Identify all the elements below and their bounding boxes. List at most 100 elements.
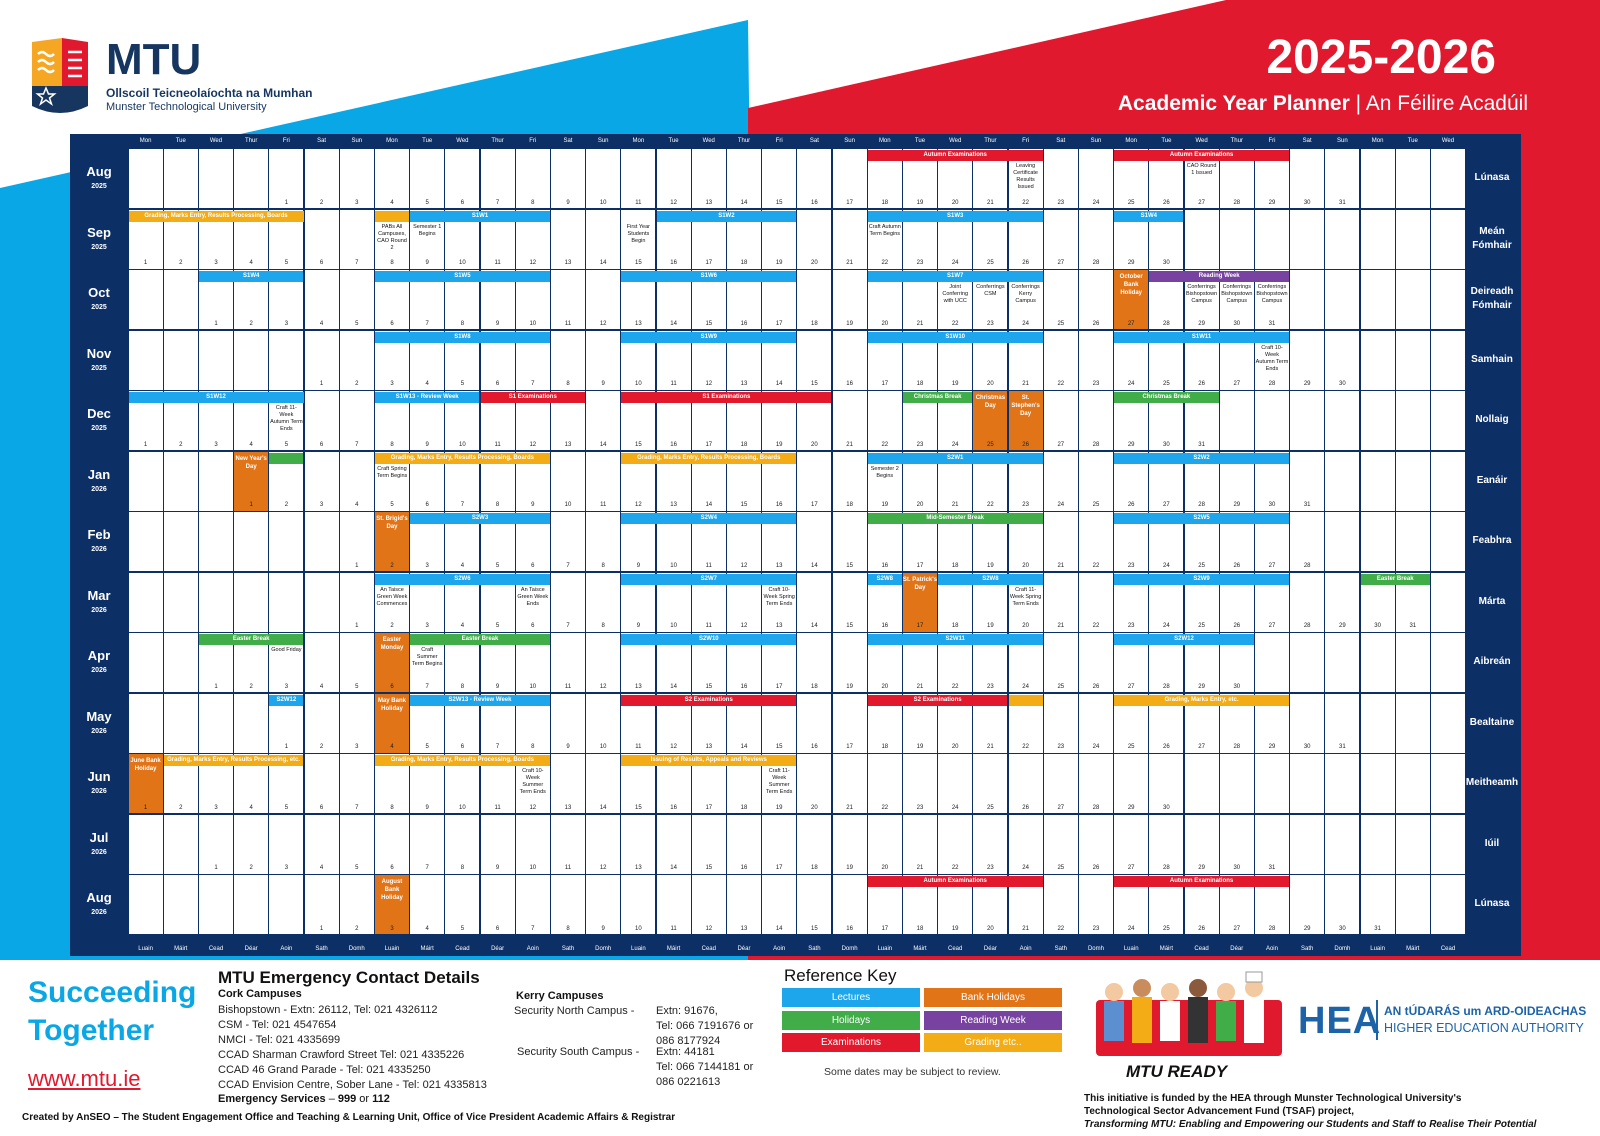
- day-cell: [1325, 270, 1360, 329]
- day-cell: [691, 875, 726, 934]
- day-number: 2: [249, 320, 253, 327]
- day-header: Sun: [1090, 138, 1102, 144]
- day-number: 28: [1268, 381, 1276, 387]
- bank-holiday: St. Brigid's Day: [374, 512, 410, 571]
- day-cell: [304, 754, 339, 813]
- day-number: 19: [951, 381, 959, 387]
- day-cell: [1078, 633, 1114, 692]
- event-bar: S1W6: [621, 271, 797, 282]
- month-name: Jul: [89, 829, 109, 845]
- day-number: 28: [1092, 441, 1100, 448]
- day-number: 2: [319, 199, 324, 206]
- day-footer: Cead: [1194, 946, 1209, 952]
- key-item: Examinations: [782, 1033, 920, 1052]
- day-cell: [1325, 209, 1360, 269]
- event-bar: S1W9: [621, 331, 797, 343]
- day-number: 27: [1268, 562, 1276, 569]
- funding-line-2: Technological Sector Advancement Fund (T…: [1084, 1106, 1355, 1117]
- day-cell: [234, 512, 269, 571]
- event-bar: S2W12: [1114, 634, 1254, 645]
- day-number: 9: [425, 260, 429, 266]
- day-cell: [1430, 512, 1466, 571]
- day-cell: [1078, 572, 1114, 632]
- day-number: 23: [916, 441, 924, 448]
- subtitle-irish: An Féilire Acadúil: [1365, 92, 1528, 115]
- day-header: Thur: [984, 138, 997, 144]
- day-header: Mon: [1371, 138, 1384, 144]
- month-irish-name: Samhain: [1471, 353, 1513, 365]
- day-number: 12: [740, 623, 748, 629]
- day-number: 2: [390, 562, 394, 569]
- website-link[interactable]: www.mtu.ie: [28, 1066, 141, 1091]
- day-cell: [691, 149, 726, 208]
- day-number: 13: [564, 260, 572, 266]
- day-cell: [832, 209, 867, 269]
- day-number: 10: [564, 502, 572, 508]
- month-label: Dec 2025: [70, 406, 128, 432]
- day-cell: [586, 270, 621, 329]
- day-number: 7: [425, 865, 429, 871]
- day-cell: [832, 330, 867, 390]
- day-cell: [1290, 391, 1325, 450]
- day-number: 30: [1163, 260, 1170, 266]
- day-cell: [1290, 149, 1325, 208]
- day-number: 15: [635, 804, 642, 811]
- day-number: 14: [599, 804, 607, 811]
- day-number: 11: [494, 260, 501, 266]
- day-number: 31: [1339, 744, 1346, 750]
- kerry-south-line: 086 0221613: [656, 1076, 721, 1088]
- day-cell: [304, 633, 339, 692]
- day-cell: [1360, 814, 1395, 874]
- day-cell: [656, 149, 691, 208]
- day-footer: Luain: [138, 946, 153, 952]
- day-footer: Máirt: [913, 946, 927, 952]
- day-footer: Cead: [208, 946, 224, 952]
- month-year: 2025: [91, 183, 107, 190]
- day-number: 20: [881, 865, 889, 871]
- day-cell: [1078, 391, 1114, 450]
- day-footer: Luain: [877, 946, 893, 952]
- day-cell: [797, 512, 832, 571]
- day-header: Sun: [597, 138, 609, 144]
- brand-line-english: Munster Technological University: [106, 101, 267, 113]
- day-cell: [480, 814, 515, 874]
- day-number: 27: [1198, 744, 1205, 750]
- day-number: 18: [811, 865, 818, 871]
- day-cell: [339, 270, 374, 329]
- day-cell: [163, 149, 198, 208]
- day-cell: [163, 693, 198, 753]
- day-footer: Déar: [491, 946, 505, 952]
- day-cell: [832, 572, 867, 632]
- day-cell: [1325, 391, 1360, 450]
- month-irish-name: Meán Fómhair: [1472, 225, 1512, 251]
- day-number: 4: [249, 260, 253, 266]
- day-number: 7: [531, 925, 535, 932]
- day-number: 17: [705, 441, 713, 448]
- day-cell: [1360, 633, 1395, 692]
- day-cell: [797, 693, 832, 753]
- day-cell: [234, 814, 269, 874]
- day-number: 15: [811, 381, 818, 387]
- day-cell: [1078, 693, 1114, 753]
- day-number: 24: [1022, 683, 1029, 690]
- event-bar: Issuing of Results, Appeals and Reviews: [621, 755, 797, 766]
- day-number: 29: [1233, 502, 1241, 508]
- event-bar: S2W3: [410, 513, 550, 524]
- day-cell: [586, 875, 621, 934]
- day-cell: [550, 512, 586, 571]
- day-cell: [1184, 209, 1219, 269]
- day-cell: [128, 693, 163, 753]
- day-cell: [1254, 391, 1290, 450]
- event-bar: S1W5: [374, 271, 550, 282]
- day-number: 5: [460, 925, 465, 932]
- month-irish-name: Eanáir: [1476, 474, 1508, 486]
- day-cell: [1078, 451, 1114, 511]
- day-number: 17: [811, 502, 818, 508]
- day-cell: [128, 814, 163, 874]
- hea-logo-text: HEA: [1298, 1000, 1382, 1042]
- day-cell: [1290, 754, 1325, 813]
- day-header: Sun: [1337, 138, 1348, 144]
- day-number: 9: [566, 744, 570, 750]
- day-number: 11: [600, 502, 607, 508]
- day-number: 1: [319, 925, 324, 932]
